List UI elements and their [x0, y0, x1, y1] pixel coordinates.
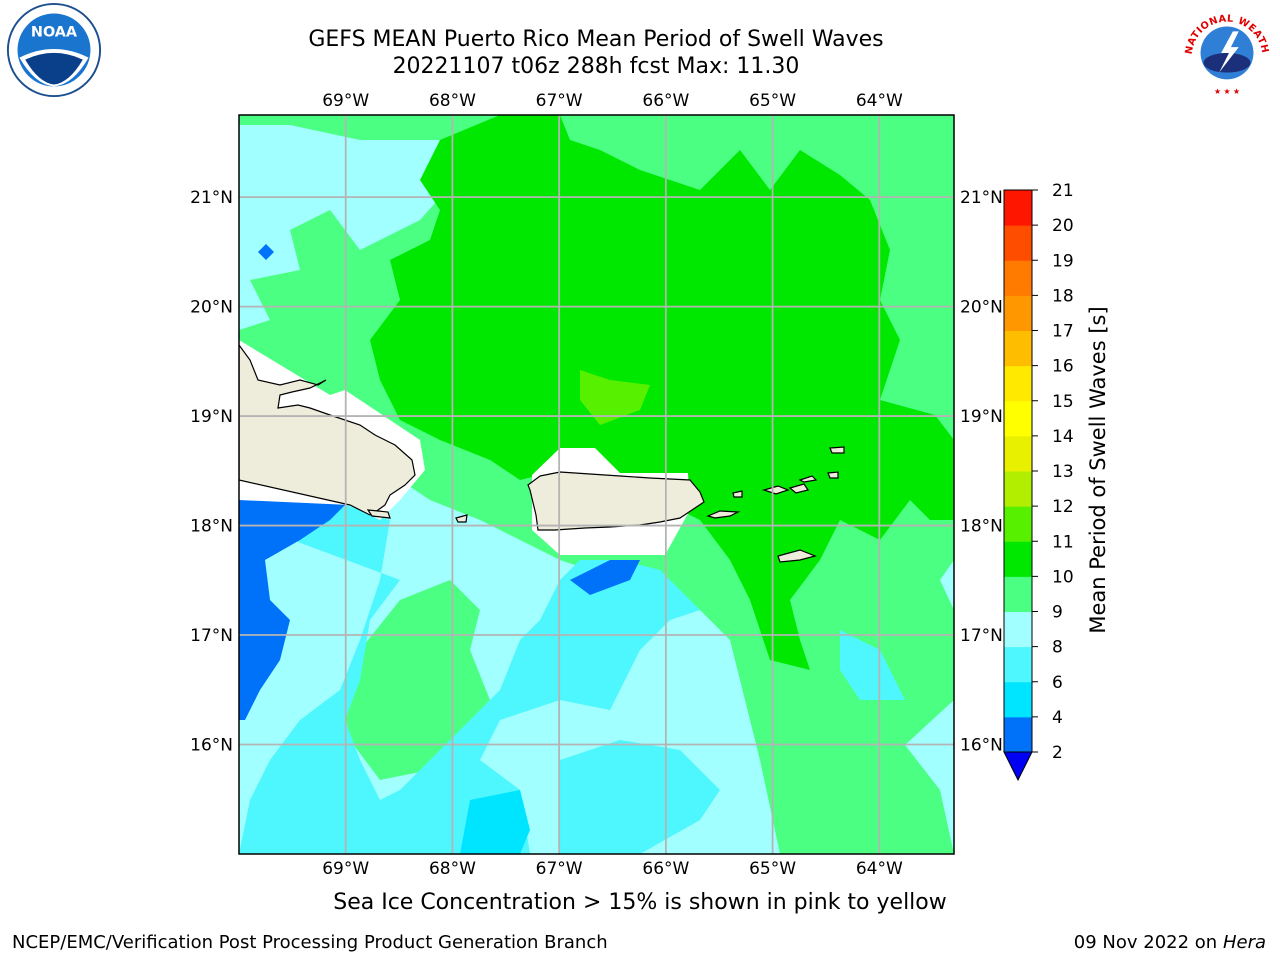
colorbar-segment: [1004, 471, 1032, 507]
chart-title-line2: 20221107 t06z 288h fcst Max: 11.30: [392, 54, 800, 79]
colorbar-segment: [1004, 541, 1032, 577]
lat-label-left: 18°N: [190, 517, 233, 537]
svg-text:NOAA: NOAA: [31, 25, 78, 41]
colorbar-tick-label: 4: [1052, 708, 1063, 728]
lat-label-right: 20°N: [960, 298, 1003, 318]
lon-label-top: 64°W: [856, 91, 903, 111]
svg-text:★ ★ ★: ★ ★ ★: [1214, 87, 1240, 96]
lon-label-bottom: 65°W: [749, 859, 796, 879]
chart-title-line1: GEFS MEAN Puerto Rico Mean Period of Swe…: [308, 27, 884, 52]
lon-label-top: 68°W: [429, 91, 476, 111]
colorbar-segment: [1004, 506, 1032, 542]
colorbar-under-arrow: [1003, 751, 1033, 782]
footer-date-text: 09 Nov 2022 on: [1073, 932, 1218, 953]
colorbar-tick-label: 6: [1052, 673, 1063, 693]
colorbar-tick-label: 10: [1052, 567, 1074, 587]
nws-logo-icon: NATIONAL WEATHER SERVICE ★ ★ ★: [1178, 2, 1274, 98]
map-gridlines: [239, 115, 954, 854]
colorbar-tick-label: 9: [1052, 603, 1063, 623]
colorbar-segment: [1004, 576, 1032, 612]
lon-label-top: 65°W: [749, 91, 796, 111]
lat-label-right: 21°N: [960, 188, 1003, 208]
colorbar: 2 4 6 8 9 10 11 12 13 14 15 16 17 18 19 20 21: [1003, 181, 1074, 782]
contour-region-2-4-southwest: [239, 500, 350, 720]
lon-labels-bottom: 69°W 68°W 67°W 66°W 65°W 64°W: [322, 859, 903, 879]
contour-region-6-8-east: [840, 630, 905, 700]
colorbar-tick-label: 17: [1052, 322, 1074, 342]
contour-region-11-12: [580, 370, 650, 425]
colorbar-tick-label: 2: [1052, 743, 1063, 763]
colorbar-title: Mean Period of Swell Waves [s]: [1086, 306, 1110, 634]
land-puerto-rico: [527, 471, 705, 531]
lon-labels-top: 69°W 68°W 67°W 66°W 65°W 64°W: [322, 91, 903, 111]
lat-label-right: 18°N: [960, 517, 1003, 537]
lat-label-left: 21°N: [190, 188, 233, 208]
lon-label-bottom: 69°W: [322, 859, 369, 879]
colorbar-tick-label: 13: [1052, 462, 1074, 482]
colorbar-segment: [1004, 400, 1032, 437]
colorbar-segment: [1004, 435, 1032, 472]
lon-label-top: 69°W: [322, 91, 369, 111]
lon-label-bottom: 67°W: [536, 859, 583, 879]
colorbar-tick-label: 21: [1052, 181, 1074, 201]
lat-label-left: 19°N: [190, 407, 233, 427]
colorbar-tick-label: 14: [1052, 427, 1074, 447]
colorbar-tick-label: 11: [1052, 532, 1074, 552]
lat-label-right: 17°N: [960, 626, 1003, 646]
noaa-logo-icon: NOAA: [6, 2, 102, 98]
colorbar-segment: [1004, 611, 1032, 648]
lat-label-left: 16°N: [190, 736, 233, 756]
lat-label-right: 19°N: [960, 407, 1003, 427]
footer-date: 09 Nov 2022 on Hera: [1074, 932, 1266, 953]
lon-label-top: 67°W: [536, 91, 583, 111]
footer-host: Hera: [1222, 932, 1266, 953]
contour-region-6-8-south-2: [560, 740, 720, 854]
lat-labels-right: 21°N 20°N 19°N 18°N 17°N 16°N: [960, 188, 1003, 755]
colorbar-segment: [1004, 330, 1032, 367]
lon-label-bottom: 66°W: [642, 859, 689, 879]
colorbar-segment: [1004, 646, 1032, 683]
colorbar-tick-label: 12: [1052, 497, 1074, 517]
colorbar-tick-label: 18: [1052, 286, 1074, 306]
contour-region-10-11: [370, 115, 954, 670]
lat-label-right: 16°N: [960, 736, 1003, 756]
map-frame: [238, 114, 955, 855]
colorbar-segment: [1004, 365, 1032, 402]
colorbar-segment: [1004, 190, 1032, 226]
lat-labels-left: 21°N 20°N 19°N 18°N 17°N 16°N: [190, 188, 233, 755]
colorbar-segment: [1004, 716, 1032, 753]
colorbar-tick-label: 19: [1052, 251, 1074, 271]
colorbar-segment: [1004, 260, 1032, 296]
colorbar-tick-label: 15: [1052, 392, 1074, 412]
contour-region-2-4-south-pr: [570, 560, 640, 595]
colorbar-segment: [1004, 225, 1032, 261]
contour-region-4-6-south: [460, 790, 530, 854]
footer-credit: NCEP/EMC/Verification Post Processing Pr…: [12, 932, 608, 953]
colorbar-segment: [1004, 681, 1032, 718]
contour-region-2-4-nw-spot: [258, 244, 274, 260]
lat-label-left: 17°N: [190, 626, 233, 646]
swell-period-field: [239, 115, 954, 854]
colorbar-tick-label: 20: [1052, 216, 1074, 236]
sea-ice-note: Sea Ice Concentration > 15% is shown in …: [333, 890, 947, 915]
lat-label-left: 20°N: [190, 298, 233, 318]
lon-label-bottom: 64°W: [856, 859, 903, 879]
colorbar-segment: [1004, 295, 1032, 331]
colorbar-tick-label: 8: [1052, 638, 1063, 658]
lon-label-top: 66°W: [642, 91, 689, 111]
lon-label-bottom: 68°W: [429, 859, 476, 879]
colorbar-tick-label: 16: [1052, 357, 1074, 377]
